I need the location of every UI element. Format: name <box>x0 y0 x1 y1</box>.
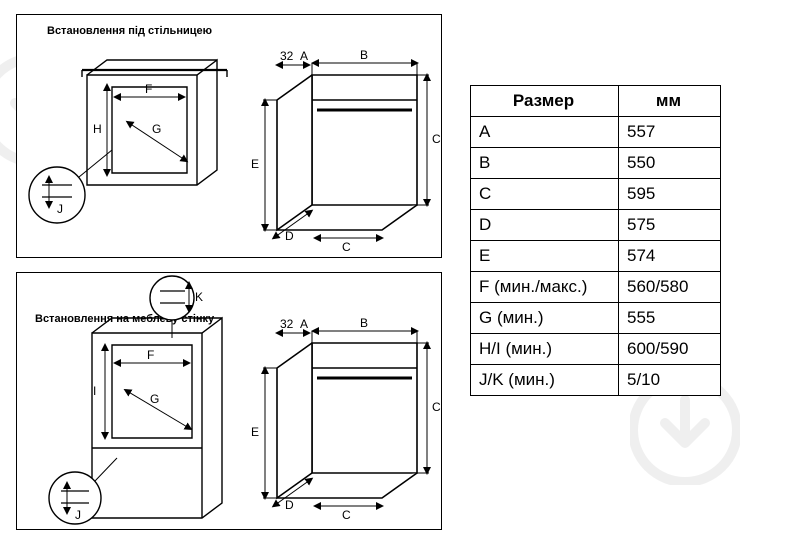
label-Eb: E <box>251 425 259 439</box>
label-C-r: C <box>432 132 441 146</box>
label-Ab: A <box>300 317 308 331</box>
label-32b: 32 <box>280 317 294 331</box>
label-G: G <box>152 122 161 136</box>
label-D: D <box>285 229 294 243</box>
label-F: F <box>145 82 152 96</box>
label-J2: J <box>75 508 81 522</box>
label-I: I <box>93 384 96 398</box>
label-B: B <box>360 48 368 62</box>
label-Bb: B <box>360 316 368 330</box>
table-row: D575 <box>471 210 721 241</box>
label-E: E <box>251 157 259 171</box>
table-row: H/I (мин.)600/590 <box>471 334 721 365</box>
label-32: 32 <box>280 49 294 63</box>
label-G2: G <box>150 392 159 406</box>
label-Cbb: C <box>342 508 351 522</box>
th-dim: Размер <box>471 86 619 117</box>
table-row: E574 <box>471 241 721 272</box>
label-A: A <box>300 49 308 63</box>
table-row: C595 <box>471 179 721 210</box>
panel-bottom: Встановлення на меблеву стінку K J F <box>16 272 442 530</box>
table-row: G (мин.)555 <box>471 303 721 334</box>
diagram-top: J F G H 32 A B C E D <box>17 15 443 259</box>
table-row: B550 <box>471 148 721 179</box>
dimensions-table: Размер мм A557 B550 C595 D575 E574 F (ми… <box>470 85 721 396</box>
table-row: A557 <box>471 117 721 148</box>
label-K: K <box>195 290 203 304</box>
table-row: F (мин./макс.)560/580 <box>471 272 721 303</box>
label-Crb: C <box>432 400 441 414</box>
panel-top: Встановлення під стільницею <box>16 14 442 258</box>
label-F2: F <box>147 348 154 362</box>
label-H: H <box>93 122 102 136</box>
table-header-row: Размер мм <box>471 86 721 117</box>
label-J: J <box>57 202 63 216</box>
label-C-b: C <box>342 240 351 254</box>
diagram-bottom: K J F G I 32 A B C E D <box>17 273 443 531</box>
th-mm: мм <box>619 86 721 117</box>
label-Db: D <box>285 498 294 512</box>
table-row: J/K (мин.)5/10 <box>471 365 721 396</box>
